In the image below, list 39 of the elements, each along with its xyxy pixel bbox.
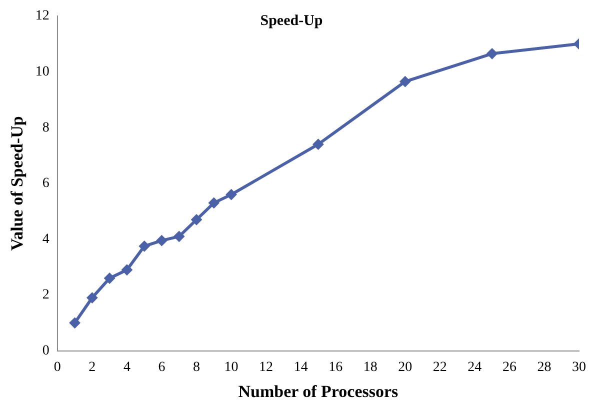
y-axis-title: Value of Speed-Up bbox=[8, 116, 27, 251]
point bbox=[190, 214, 202, 226]
y-tick-label: 6 bbox=[42, 176, 50, 192]
x-tick-label: 30 bbox=[572, 360, 586, 375]
x-tick-label: 6 bbox=[158, 360, 166, 375]
x-tick-label: 24 bbox=[468, 360, 482, 375]
y-tick-label: 0 bbox=[42, 343, 50, 358]
point bbox=[138, 240, 150, 252]
x-tick-label: 26 bbox=[502, 360, 516, 375]
x-tick-label: 0 bbox=[54, 360, 61, 375]
point bbox=[208, 197, 220, 208]
point bbox=[400, 76, 411, 88]
y-tick-label: 8 bbox=[42, 120, 50, 136]
point bbox=[69, 317, 80, 328]
y-tick-label: 4 bbox=[42, 232, 50, 247]
x-tick-label: 16 bbox=[328, 360, 343, 375]
point bbox=[104, 272, 116, 284]
point bbox=[312, 138, 324, 150]
y-tick-label: 2 bbox=[42, 288, 50, 303]
x-axis-title: Number of Processors bbox=[238, 382, 399, 402]
chart-title: Speed-Up bbox=[260, 12, 323, 29]
x-tick-label: 2 bbox=[88, 360, 96, 375]
x-tick-label: 4 bbox=[123, 360, 130, 375]
point bbox=[121, 264, 132, 276]
point bbox=[486, 48, 498, 60]
x-tick-label: 20 bbox=[398, 360, 412, 375]
x-tick-label: 14 bbox=[294, 360, 308, 375]
x-tick-label: 10 bbox=[224, 360, 238, 375]
x-tick-label: 22 bbox=[432, 360, 447, 375]
x-tick-label: 28 bbox=[537, 360, 552, 375]
x-tick-label: 12 bbox=[259, 360, 274, 375]
x-tick-label: 18 bbox=[363, 360, 378, 375]
y-tick-label: 10 bbox=[35, 64, 50, 80]
point bbox=[156, 235, 168, 246]
point bbox=[226, 189, 237, 200]
y-tick-label: 12 bbox=[35, 8, 50, 24]
point bbox=[86, 292, 98, 304]
x-tick-label: 8 bbox=[192, 360, 200, 375]
point bbox=[174, 230, 185, 242]
